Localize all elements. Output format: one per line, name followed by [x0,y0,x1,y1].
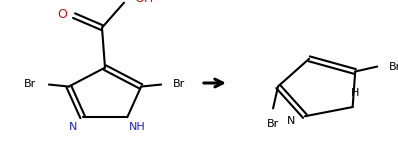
Text: Br: Br [173,79,185,88]
Text: OH: OH [134,0,153,5]
Text: Br: Br [267,119,279,129]
Text: Br: Br [23,79,36,88]
Text: H: H [351,88,359,98]
Text: N: N [68,122,77,132]
Text: NH: NH [129,122,146,132]
Text: O: O [57,8,67,21]
Text: N: N [287,116,295,126]
Text: Br: Br [389,62,398,72]
